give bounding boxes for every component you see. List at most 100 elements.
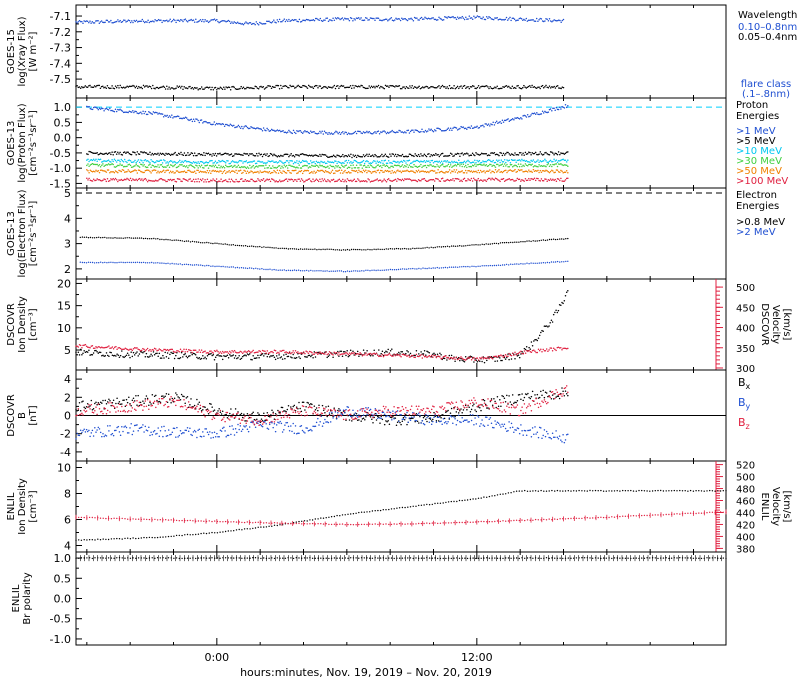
data-point	[137, 161, 139, 163]
data-point	[295, 162, 297, 164]
data-point	[282, 130, 284, 132]
data-point	[390, 269, 391, 270]
data-point	[346, 181, 348, 183]
data-point	[553, 86, 555, 88]
data-point	[218, 266, 219, 267]
data-point	[136, 347, 138, 349]
data-point	[288, 248, 289, 249]
data-point	[115, 85, 117, 87]
data-point	[545, 178, 547, 180]
data-point	[526, 116, 528, 118]
data-point	[471, 86, 473, 88]
data-point	[282, 248, 283, 249]
data-point	[304, 353, 306, 355]
data-point	[529, 152, 531, 154]
data-point	[445, 267, 446, 268]
data-point	[257, 351, 259, 353]
data-point	[399, 85, 401, 87]
data-point	[181, 86, 183, 88]
data-point	[212, 243, 213, 244]
data-point	[218, 88, 220, 90]
data-point	[236, 126, 238, 128]
data-point	[104, 86, 106, 88]
data-point	[80, 410, 82, 412]
data-point	[233, 155, 235, 157]
data-point	[214, 166, 216, 168]
data-point	[184, 353, 186, 355]
data-point	[549, 85, 551, 87]
data-point	[555, 87, 557, 89]
data-point	[142, 111, 144, 113]
data-point	[342, 131, 344, 133]
data-point	[565, 179, 567, 181]
data-point	[240, 86, 242, 88]
data-point	[158, 154, 160, 156]
data-point	[462, 16, 464, 18]
data-point	[338, 88, 340, 90]
data-point	[311, 86, 313, 88]
data-point	[432, 357, 434, 359]
data-point	[208, 352, 210, 354]
data-point	[482, 16, 484, 18]
data-point	[118, 262, 119, 263]
data-point	[375, 162, 377, 164]
data-point	[171, 240, 172, 241]
y-tick-label: 4	[64, 373, 71, 386]
data-point	[106, 262, 107, 263]
data-point	[151, 238, 152, 239]
data-point	[269, 269, 270, 270]
data-point	[203, 89, 205, 91]
data-point	[232, 160, 234, 162]
data-point	[168, 162, 170, 164]
data-point	[185, 18, 187, 20]
data-point	[239, 88, 241, 90]
data-point	[497, 161, 499, 163]
data-point	[121, 171, 123, 173]
data-point	[386, 269, 387, 270]
data-point	[134, 160, 136, 162]
data-point	[194, 152, 196, 154]
data-point	[206, 358, 208, 360]
data-point	[338, 18, 340, 20]
data-point	[414, 355, 416, 357]
data-point	[119, 20, 121, 22]
data-point	[352, 20, 354, 22]
data-point	[444, 172, 446, 174]
data-point	[485, 19, 487, 21]
data-point	[422, 267, 423, 268]
data-point	[336, 352, 338, 354]
data-point	[148, 161, 150, 163]
data-point	[461, 170, 463, 172]
data-point	[83, 86, 85, 88]
data-point	[334, 19, 336, 21]
data-point	[367, 270, 368, 271]
data-point	[371, 165, 373, 167]
data-point	[252, 355, 254, 357]
data-point	[102, 262, 103, 263]
data-point	[554, 349, 556, 351]
data-point	[506, 264, 507, 265]
y-axis-label: [W m⁻²]	[28, 31, 39, 71]
data-point	[545, 262, 546, 263]
data-point	[344, 170, 346, 172]
data-point	[470, 357, 472, 359]
data-point	[106, 181, 108, 183]
data-point	[208, 162, 210, 164]
data-point	[187, 357, 189, 359]
data-point	[135, 21, 137, 23]
data-point	[245, 179, 247, 181]
data-point	[565, 104, 567, 106]
data-point	[79, 86, 81, 88]
data-point	[275, 350, 277, 352]
data-point	[82, 23, 84, 25]
data-point	[248, 155, 250, 157]
data-point	[541, 113, 543, 115]
data-point	[552, 87, 554, 89]
data-point	[524, 348, 526, 350]
data-point	[552, 170, 554, 172]
data-point	[402, 248, 403, 249]
data-point	[362, 172, 364, 174]
data-point	[546, 18, 548, 20]
data-point	[210, 173, 212, 175]
data-point	[257, 355, 259, 357]
